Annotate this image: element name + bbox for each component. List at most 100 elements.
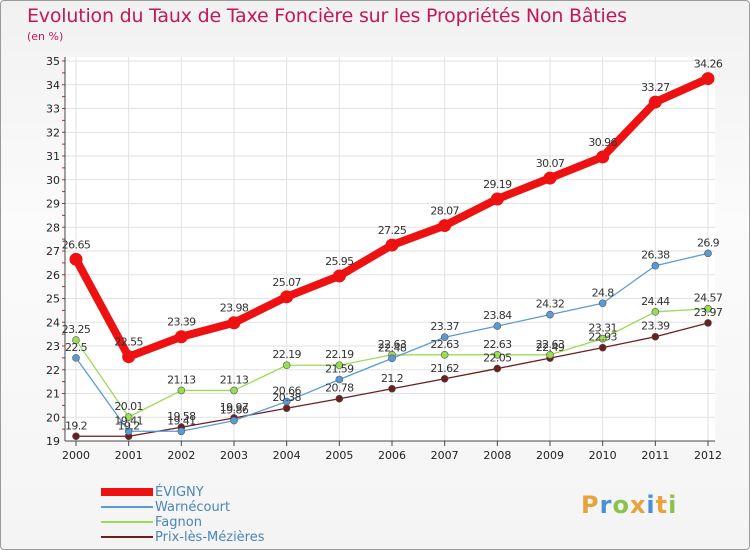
data-point — [388, 354, 396, 363]
data-label: 22.63 — [430, 338, 459, 351]
data-point — [282, 361, 291, 370]
data-label: 20.78 — [325, 382, 354, 395]
y-tick-label: 20 — [46, 411, 60, 424]
data-label: 26.9 — [697, 236, 720, 249]
data-label: 23.84 — [483, 309, 512, 322]
data-label: 30.96 — [588, 136, 617, 149]
logo-letter: x — [629, 491, 647, 519]
logo-letter: P — [581, 491, 600, 519]
data-point — [335, 375, 344, 384]
data-label: 27.25 — [378, 224, 407, 237]
data-label: 19.2 — [65, 419, 87, 432]
data-point — [440, 374, 449, 383]
data-point — [282, 404, 291, 413]
logo-letter: r — [599, 491, 613, 519]
logo-letter: t — [655, 491, 669, 519]
data-point — [598, 334, 607, 343]
legend-label: Fagnon — [155, 515, 202, 530]
y-tick-label: 24 — [46, 316, 60, 329]
data-point — [124, 413, 133, 421]
legend-label: Prix-lès-Mézières — [155, 530, 265, 545]
data-label: 21.13 — [167, 373, 196, 386]
legend-label: ÉVIGNY — [155, 485, 204, 500]
legend-swatch — [101, 521, 153, 523]
data-point — [385, 238, 399, 252]
data-point — [335, 394, 344, 403]
data-label: 19.41 — [167, 414, 196, 427]
legend: ÉVIGNY Warnécourt Fagnon Prix-lès-Mézières — [101, 485, 301, 545]
data-label: 22.49 — [536, 341, 565, 354]
x-tick-label: 2010 — [589, 449, 617, 462]
data-label: 19.86 — [220, 404, 249, 417]
data-point — [648, 95, 662, 109]
data-point — [72, 432, 80, 441]
y-tick-label: 23 — [46, 340, 60, 353]
legend-swatch — [101, 488, 153, 496]
data-point — [598, 343, 607, 352]
x-tick-label: 2008 — [483, 449, 511, 462]
data-label: 22.63 — [536, 338, 565, 351]
data-label: 23.37 — [430, 320, 459, 333]
data-label: 23.97 — [694, 306, 723, 319]
data-label: 33.27 — [641, 81, 670, 94]
legend-item: Prix-lès-Mézières — [101, 530, 301, 545]
data-label: 20.01 — [114, 400, 143, 413]
data-label: 23.25 — [62, 323, 91, 336]
data-point — [280, 290, 294, 304]
data-label: 29.19 — [483, 178, 512, 191]
data-point — [651, 307, 660, 316]
data-label: 19.41 — [114, 414, 143, 427]
data-label: 24.8 — [592, 286, 615, 299]
data-point — [546, 350, 554, 359]
legend-swatch — [101, 506, 153, 508]
data-point — [440, 350, 449, 359]
data-label: 23.31 — [588, 322, 617, 335]
y-tick-label: 33 — [46, 103, 60, 116]
unit-label: (en %) — [27, 30, 64, 43]
x-tick-label: 2006 — [378, 449, 406, 462]
y-tick-label: 30 — [46, 174, 60, 187]
data-label: 21.13 — [220, 373, 249, 386]
data-label: 20.38 — [272, 391, 301, 404]
data-point — [438, 219, 452, 233]
data-point — [651, 332, 660, 341]
data-point — [230, 416, 238, 425]
data-label: 24.32 — [536, 298, 565, 311]
x-tick-label: 2003 — [220, 449, 248, 462]
data-label: 23.39 — [641, 320, 670, 333]
data-label: 26.65 — [62, 238, 91, 251]
data-point — [543, 171, 557, 185]
data-point — [388, 384, 396, 393]
legend-item: Warnécourt — [101, 500, 301, 515]
y-tick-label: 28 — [46, 221, 60, 234]
y-tick-label: 34 — [46, 79, 60, 92]
data-point — [177, 427, 186, 436]
data-point — [227, 316, 241, 330]
data-label: 22.63 — [483, 338, 512, 351]
y-tick-label: 25 — [46, 293, 60, 306]
y-tick-label: 31 — [46, 150, 60, 163]
y-tick-label: 21 — [46, 388, 60, 401]
data-point — [72, 354, 80, 362]
line-chart: 19 20 21 22 23 24 25 26 27 28 29 30 31 32 33 34 35 2000 20… — [46, 55, 723, 462]
x-tick-label: 2002 — [167, 449, 195, 462]
data-label: 28.07 — [430, 205, 459, 218]
data-label: 24.57 — [694, 292, 723, 305]
data-label: 23.39 — [167, 316, 196, 329]
data-label: 19.58 — [167, 410, 196, 423]
data-point — [282, 397, 291, 406]
data-point — [596, 150, 610, 164]
logo-letter: i — [668, 491, 678, 519]
data-label: 21.59 — [325, 362, 354, 375]
data-point — [335, 361, 344, 370]
y-tick-label: 26 — [46, 269, 60, 282]
y-tick-label: 35 — [46, 55, 60, 68]
data-label: 30.07 — [536, 157, 565, 170]
data-label: 34.26 — [694, 58, 723, 71]
data-point — [124, 427, 133, 436]
data-label: 21.2 — [381, 372, 403, 385]
y-tick-label: 32 — [46, 126, 60, 139]
data-point — [701, 72, 715, 86]
data-label: 21.62 — [430, 362, 459, 375]
